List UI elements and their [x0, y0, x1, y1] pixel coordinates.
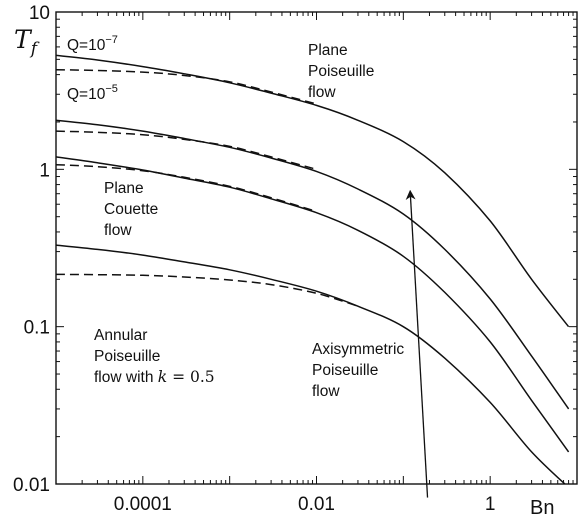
- svg-text:Plane: Plane: [104, 180, 144, 197]
- axis-ticks: [55, 12, 577, 485]
- svg-text:Axisymmetric: Axisymmetric: [312, 341, 404, 358]
- y-axis-label-main: T: [14, 25, 33, 54]
- annotation-axisymmetric-poiseuille: Axisymmetric Poiseuille flow: [312, 341, 404, 400]
- svg-text:Poiseuille: Poiseuille: [312, 362, 378, 379]
- svg-text:flow: flow: [308, 84, 336, 101]
- y-tick-label: 0.01: [13, 475, 50, 496]
- annotation-plane-couette: Plane Couette flow: [104, 180, 158, 239]
- svg-text:Plane: Plane: [308, 42, 348, 59]
- svg-text:flow with k = 0.5: flow with k = 0.5: [94, 368, 215, 386]
- y-axis-label-sub: f: [29, 39, 40, 59]
- annotation-annular-poiseuille: Annular Poiseuille flow with k = 0.5: [94, 327, 215, 386]
- y-tick-label: 1: [39, 160, 50, 181]
- data-series: [56, 54, 570, 484]
- svg-text:Poiseuille: Poiseuille: [308, 63, 374, 80]
- svg-text:Couette: Couette: [104, 201, 158, 218]
- svg-text:Poiseuille: Poiseuille: [94, 348, 160, 365]
- annotation-arrow: [405, 189, 429, 498]
- dashed-curve-6: [56, 130, 317, 171]
- dashed-curve-8: [56, 273, 359, 307]
- svg-text:Annular: Annular: [94, 327, 147, 344]
- annotation-plane-poiseuille: Plane Poiseuille flow: [308, 42, 374, 101]
- dashed-curve-5: [56, 68, 317, 105]
- y-tick-label: 10: [29, 3, 50, 24]
- y-axis-label: Tf: [14, 25, 40, 59]
- x-tick-label: 0.01: [298, 494, 335, 515]
- solid-curve-1: [56, 54, 570, 328]
- y-tick-label: 0.1: [24, 318, 50, 339]
- annotation-q-high: Q=10−7: [67, 34, 118, 54]
- svg-text:flow: flow: [104, 222, 132, 239]
- solid-curve-4: [56, 244, 566, 484]
- arrow-line: [405, 189, 429, 498]
- svg-text:flow: flow: [312, 383, 340, 400]
- x-tick-label: 0.0001: [114, 494, 172, 515]
- solid-curve-2: [56, 119, 570, 410]
- dashed-curve-7: [56, 163, 317, 213]
- annotation-q-low: Q=10−5: [67, 83, 118, 103]
- x-tick-label: 1: [485, 494, 496, 515]
- x-axis-label: Bn: [530, 497, 554, 519]
- axis-tick-labels: 0.0001 0.01 1 0.01 0.1 1 10: [13, 3, 495, 515]
